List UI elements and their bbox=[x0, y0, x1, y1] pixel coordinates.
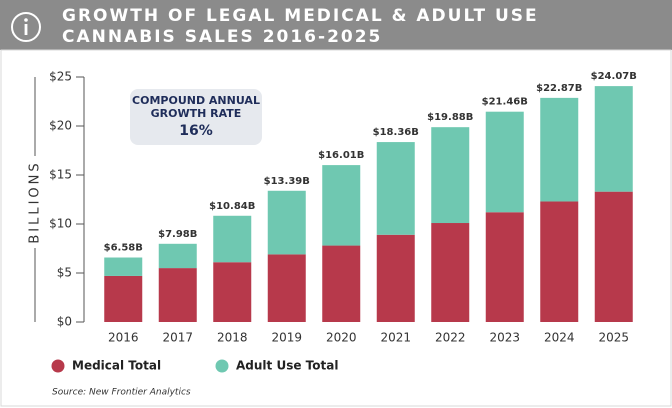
x-tick-label: 2017 bbox=[162, 331, 193, 345]
total-label: $10.84B bbox=[209, 201, 255, 212]
y-tick-label: $15 bbox=[49, 168, 72, 182]
chart-title: CANNABIS SALES 2016-2025 bbox=[62, 27, 382, 47]
bar-segment bbox=[376, 234, 415, 322]
total-label: $18.36B bbox=[373, 127, 419, 138]
bar-segment bbox=[104, 257, 143, 276]
y-axis-label: BILLIONS bbox=[28, 160, 43, 243]
total-label: $21.46B bbox=[482, 97, 528, 108]
info-icon bbox=[11, 12, 41, 42]
x-tick-label: 2024 bbox=[544, 331, 575, 345]
x-tick-label: 2025 bbox=[598, 331, 629, 345]
annotation-title: COMPOUND ANNUAL bbox=[132, 94, 260, 107]
x-tick-label: 2023 bbox=[489, 331, 520, 345]
total-label: $6.58B bbox=[104, 243, 143, 254]
x-tick-label: 2018 bbox=[217, 331, 248, 345]
bar-segment bbox=[213, 262, 252, 322]
total-label: $22.87B bbox=[536, 83, 582, 94]
total-label: $24.07B bbox=[591, 71, 637, 82]
bar-segment bbox=[158, 268, 197, 322]
total-label: $7.98B bbox=[158, 229, 197, 240]
total-label: $16.01B bbox=[318, 150, 364, 161]
x-tick-label: 2022 bbox=[435, 331, 466, 345]
bar-segment bbox=[376, 142, 415, 235]
y-label-bg bbox=[26, 156, 44, 248]
bar-segment bbox=[540, 97, 579, 202]
total-label: $19.88B bbox=[427, 112, 473, 123]
bar-segment bbox=[540, 201, 579, 322]
y-tick-label: $0 bbox=[57, 315, 72, 329]
frame bbox=[0, 49, 672, 407]
bar-segment bbox=[322, 165, 361, 246]
x-tick-label: 2016 bbox=[108, 331, 139, 345]
bar-segment bbox=[431, 223, 470, 322]
bar-segment bbox=[213, 215, 252, 263]
bar-segment bbox=[594, 191, 633, 322]
source: Source: New Frontier Analytics bbox=[52, 388, 191, 398]
x-tick-label: 2020 bbox=[326, 331, 357, 345]
y-tick-label: $5 bbox=[57, 266, 72, 280]
bar-segment bbox=[322, 245, 361, 322]
legend-swatch bbox=[215, 359, 229, 373]
bar-segment bbox=[267, 254, 306, 322]
annotation-box bbox=[130, 89, 262, 145]
annotation-value: 16% bbox=[179, 123, 213, 139]
bar-segment bbox=[594, 86, 633, 192]
bar-segment bbox=[104, 275, 143, 322]
bar-segment bbox=[431, 127, 470, 224]
y-tick-label: $10 bbox=[49, 217, 72, 231]
x-tick-label: 2021 bbox=[380, 331, 411, 345]
bar-segment bbox=[485, 212, 524, 322]
legend-label: Medical Total bbox=[72, 359, 161, 373]
bar-segment bbox=[485, 111, 524, 213]
bar-segment bbox=[158, 243, 197, 269]
chart-title: GROWTH OF LEGAL MEDICAL & ADULT USE bbox=[62, 6, 539, 26]
annotation-title: GROWTH RATE bbox=[151, 107, 242, 120]
header-band bbox=[0, 0, 672, 50]
total-label: $13.39B bbox=[264, 176, 310, 187]
y-tick-label: $25 bbox=[49, 70, 72, 84]
y-tick-label: $20 bbox=[49, 119, 72, 133]
bar-segment bbox=[267, 190, 306, 255]
legend-label: Adult Use Total bbox=[236, 359, 338, 373]
info-icon-dot bbox=[24, 18, 28, 22]
info-icon-bar bbox=[24, 24, 28, 35]
legend-swatch bbox=[51, 359, 65, 373]
x-tick-label: 2019 bbox=[271, 331, 302, 345]
